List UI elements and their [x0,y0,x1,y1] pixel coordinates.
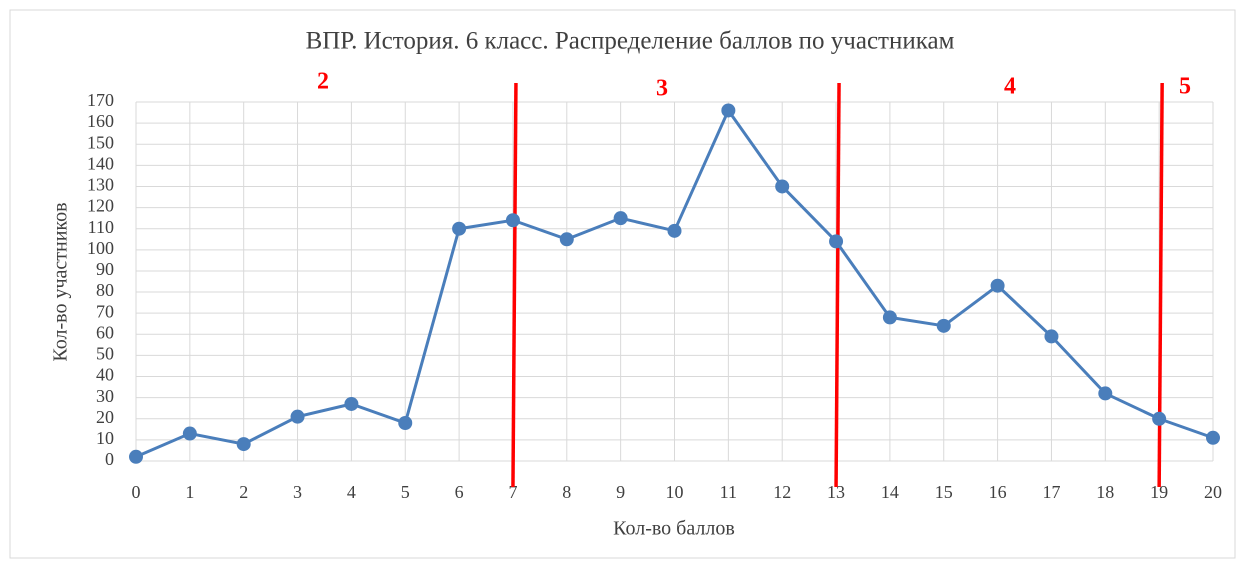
x-axis-title: Кол-во баллов [613,518,735,540]
x-tick-label: 18 [1096,482,1114,502]
x-tick-label: 16 [989,482,1007,502]
data-point [559,232,574,247]
data-point [344,396,359,411]
data-point [182,426,197,441]
x-tick-label: 7 [508,482,517,502]
y-tick-label: 10 [96,428,114,448]
data-point [990,278,1005,293]
data-point [829,234,844,249]
data-point [129,449,143,464]
y-axis-title: Кол-во участников [50,202,72,361]
y-tick-label: 160 [87,111,114,131]
x-tick-label: 2 [239,482,248,502]
grade-label: 5 [1179,74,1191,100]
y-tick-label: 130 [87,175,114,195]
threshold-line [511,82,518,488]
y-tick-label: 70 [96,301,114,321]
data-point [505,213,520,228]
data-point [613,211,628,226]
x-tick-label: 4 [347,482,356,502]
x-tick-label: 11 [720,482,737,502]
y-tick-label: 90 [96,259,114,279]
y-tick-label: 140 [87,153,114,173]
x-tick-label: 13 [827,482,845,502]
x-tick-label: 5 [401,482,410,502]
y-tick-label: 150 [87,132,114,152]
x-tick-label: 3 [293,482,302,502]
x-tick-label: 14 [881,482,899,502]
x-tick-label: 19 [1150,482,1168,502]
y-tick-label: 80 [96,280,114,300]
data-point [1206,430,1220,445]
grade-label: 3 [656,76,668,102]
x-tick-label: 10 [666,482,684,502]
data-point [936,318,951,333]
data-point [452,221,467,236]
x-tick-label: 0 [132,482,141,502]
x-tick-label: 6 [455,482,464,502]
y-tick-label: 20 [96,407,114,427]
data-point [667,223,682,238]
x-tick-label: 17 [1042,482,1060,502]
chart-title: ВПР. История. 6 класс. Распределение бал… [306,28,955,55]
y-tick-label: 30 [96,386,114,406]
x-tick-label: 12 [773,482,791,502]
threshold-line [834,82,841,488]
chart-frame [9,9,1236,559]
grade-label: 4 [1004,74,1016,100]
y-tick-label: 170 [87,90,114,110]
x-tick-label: 8 [562,482,571,502]
x-tick-label: 15 [935,482,953,502]
data-point [1152,411,1167,426]
x-tick-label: 1 [185,482,194,502]
y-tick-label: 100 [87,238,114,258]
data-point [236,437,251,452]
data-point [1044,329,1059,344]
y-tick-label: 0 [105,449,114,469]
y-tick-label: 120 [87,196,114,216]
data-point [775,179,790,194]
x-tick-label: 9 [616,482,625,502]
data-point [398,415,413,430]
data-point [1098,386,1113,401]
y-tick-label: 50 [96,344,114,364]
y-tick-label: 110 [88,217,114,237]
x-tick-label: 20 [1204,482,1222,502]
data-point [290,409,305,424]
data-point [882,310,897,325]
y-tick-label: 40 [96,365,114,385]
y-tick-label: 60 [96,322,114,342]
grade-label: 2 [317,69,329,95]
data-point [721,103,736,118]
